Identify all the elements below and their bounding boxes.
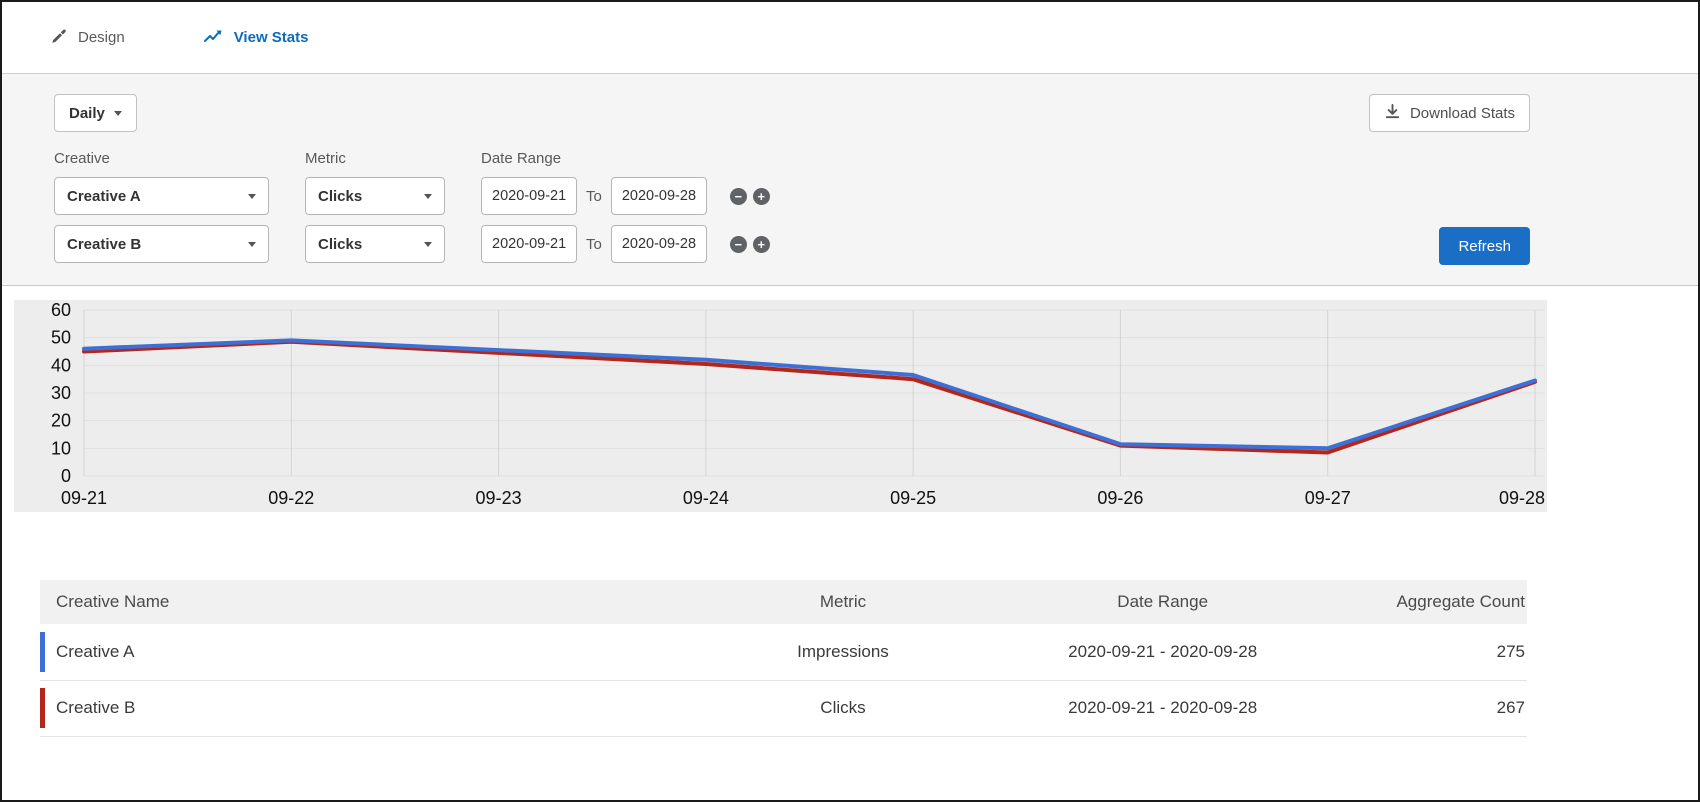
svg-text:09-25: 09-25 [890,488,936,508]
svg-text:09-22: 09-22 [268,488,314,508]
svg-text:40: 40 [51,355,71,375]
add-row-icon[interactable]: + [752,235,770,253]
chevron-down-icon [113,110,122,116]
paintbrush-icon [50,27,68,49]
tab-design[interactable]: Design [50,27,125,49]
line-chart-icon [203,28,224,48]
start-date-input-row1[interactable] [481,177,577,215]
creative-name-cell: Creative A [40,624,710,681]
to-label: To [586,187,602,205]
svg-text:09-27: 09-27 [1305,488,1351,508]
stats-table: Creative Name Metric Date Range Aggregat… [40,580,1527,737]
interval-dropdown-label: Daily [69,104,105,122]
start-date-input-row2[interactable] [481,225,577,263]
metric-cell: Clicks [709,680,977,737]
header-date-range: Date Range [1117,592,1209,611]
svg-text:50: 50 [51,328,71,348]
refresh-button[interactable]: Refresh [1439,227,1530,265]
metric-select-row1-value: Clicks [318,187,363,205]
creative-select-row1[interactable]: Creative A [54,177,269,215]
header-aggregate-count: Aggregate Count [1396,592,1525,611]
series-color-bar [40,688,45,728]
svg-text:10: 10 [51,438,71,458]
svg-text:09-23: 09-23 [476,488,522,508]
filter-panel: Daily Download Stats Creative Metric Dat… [2,74,1698,286]
svg-text:09-24: 09-24 [683,488,729,508]
chevron-down-icon [424,241,432,247]
creative-select-row1-value: Creative A [67,187,141,205]
download-icon [1384,103,1401,124]
chevron-down-icon [248,193,256,199]
filter-grid: Creative Metric Date Range Creative A Cl… [54,150,1530,263]
metric-column-label: Metric [305,150,346,167]
download-stats-button[interactable]: Download Stats [1368,94,1530,132]
svg-text:09-26: 09-26 [1097,488,1143,508]
table-header-row: Creative Name Metric Date Range Aggregat… [40,580,1527,624]
creative-column-label: Creative [54,150,110,167]
remove-row-icon[interactable]: − [729,187,747,205]
row2-add-remove: − + [729,235,770,253]
date-range-column-label: Date Range [481,150,562,167]
svg-text:09-21: 09-21 [61,488,107,508]
svg-text:09-28: 09-28 [1499,488,1545,508]
metric-select-row1[interactable]: Clicks [305,177,445,215]
svg-text:20: 20 [51,411,71,431]
tab-design-label: Design [78,29,125,46]
tab-view-stats-label: View Stats [233,29,309,46]
metric-cell: Impressions [709,624,977,681]
creative-select-row2[interactable]: Creative B [54,225,269,263]
stats-chart: 0 10 20 30 40 50 60 09-21 09-22 09-23 09-24 09-25 09… [14,300,1547,512]
end-date-input-row1[interactable] [610,177,707,215]
metric-select-row2[interactable]: Clicks [305,225,445,263]
header-metric: Metric [819,592,867,611]
add-row-icon[interactable]: + [752,187,770,205]
date-range-row1: To − + [481,177,1530,215]
svg-text:30: 30 [51,383,71,403]
to-label: To [586,235,602,253]
header-creative-name: Creative Name [56,592,170,611]
date-range-row2: To − + [481,225,1530,263]
svg-text:0: 0 [61,466,71,486]
tab-view-stats[interactable]: View Stats [203,28,309,48]
remove-row-icon[interactable]: − [729,235,747,253]
creative-name-text: Creative A [56,641,135,661]
aggregate-count-cell: 275 [1348,624,1527,681]
creative-select-row2-value: Creative B [67,235,142,253]
table-row: Creative B Clicks 2020-09-21 - 2020-09-2… [40,680,1527,737]
aggregate-count-cell: 267 [1348,680,1527,737]
creative-name-text: Creative B [56,698,136,717]
row1-add-remove: − + [729,187,770,205]
svg-text:60: 60 [51,300,71,320]
chevron-down-icon [248,241,256,247]
date-range-cell: 2020-09-21 - 2020-09-28 [976,624,1349,681]
metric-select-row2-value: Clicks [318,235,363,253]
table-row: Creative A Impressions 2020-09-21 - 2020… [40,624,1527,681]
interval-dropdown[interactable]: Daily [54,94,137,132]
series-color-bar [40,631,45,672]
date-range-cell: 2020-09-21 - 2020-09-28 [976,680,1349,737]
creative-name-cell: Creative B [40,680,710,737]
top-tab-bar: Design View Stats [2,2,1698,74]
chevron-down-icon [424,193,432,199]
end-date-input-row2[interactable] [610,225,707,263]
download-stats-label: Download Stats [1409,104,1515,122]
